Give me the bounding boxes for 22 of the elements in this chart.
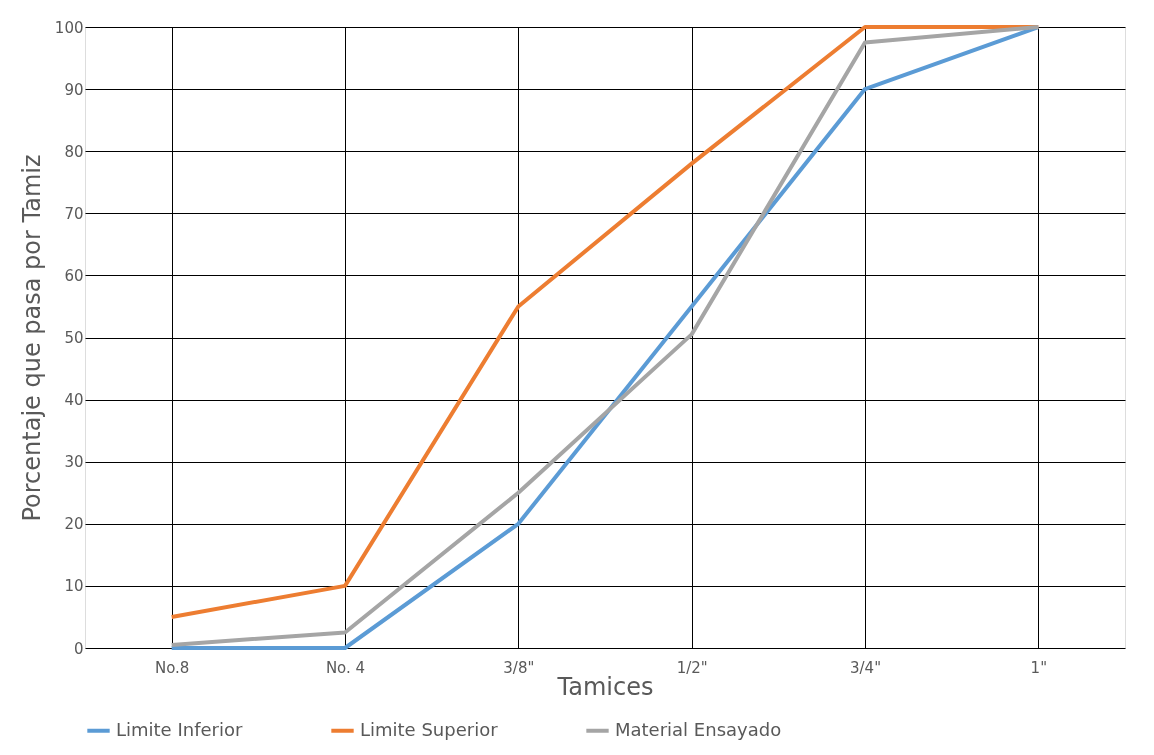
x-tick-label: No.8 [154, 658, 190, 677]
y-tick-label: 80 [64, 142, 84, 161]
y-tick-label: 100 [54, 18, 84, 37]
y-tick-label: 10 [64, 577, 84, 596]
x-tick-label: 3/4" [849, 658, 882, 677]
y-axis-title: Porcentaje que pasa por Tamiz [17, 154, 46, 522]
x-tick-label: 1" [1030, 658, 1048, 677]
y-tick-label: 60 [64, 266, 84, 285]
x-tick-label: 1/2" [676, 658, 708, 677]
y-tick-label: 0 [73, 639, 84, 658]
y-tick-label: 30 [64, 453, 84, 472]
y-tick-label: 20 [64, 515, 84, 534]
y-tick-label: 90 [64, 80, 84, 99]
x-tick-label: No. 4 [325, 658, 366, 677]
y-tick-label: 70 [64, 204, 84, 223]
legend-label: Limite Inferior [116, 718, 243, 740]
legend-label: Limite Superior [360, 718, 499, 740]
x-axis-title: Tamices [556, 672, 654, 701]
x-tick-label: 3/8" [503, 658, 535, 677]
legend-label: Material Ensayado [615, 718, 782, 740]
y-tick-label: 50 [64, 329, 84, 347]
y-tick-label: 40 [64, 391, 84, 410]
